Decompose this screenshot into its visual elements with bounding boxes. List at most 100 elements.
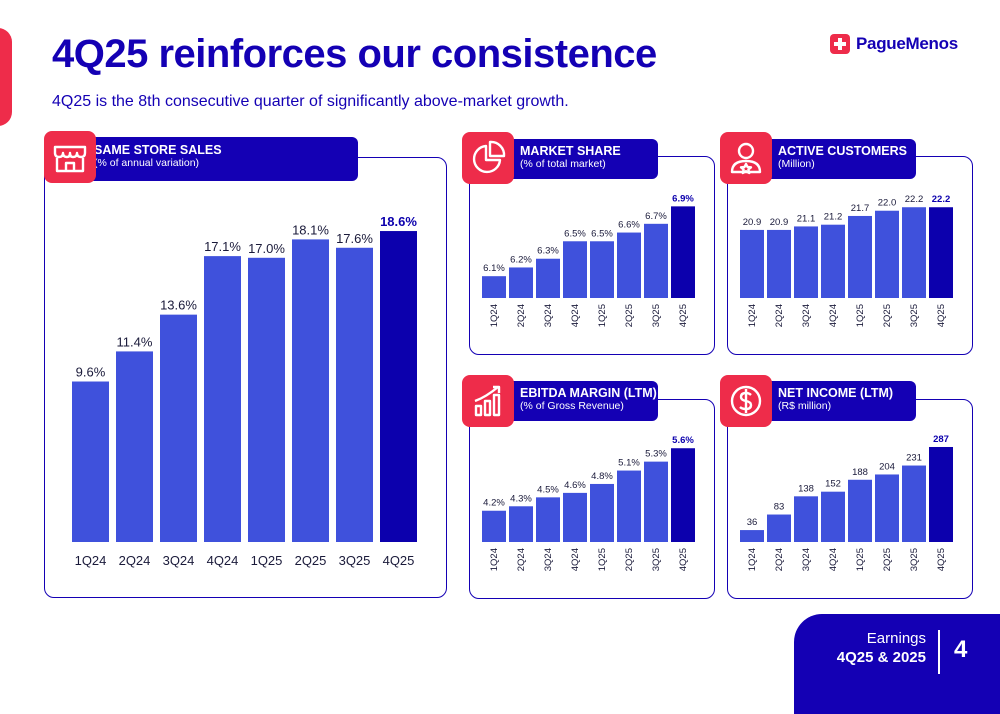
panel-subtitle: (% of total market) <box>520 158 606 170</box>
category-label: 3Q24 <box>163 553 195 568</box>
panel-subtitle: (% of annual variation) <box>94 157 200 169</box>
value-label: 4.2% <box>483 498 505 509</box>
bar-4q25 <box>671 206 695 298</box>
value-label: 83 <box>774 502 785 513</box>
category-label: 4Q24 <box>828 304 839 327</box>
bar-1q24 <box>482 276 506 298</box>
bar-2q25 <box>875 474 899 542</box>
left-accent-tab <box>0 28 12 126</box>
bar-2q25 <box>617 470 641 542</box>
bar-3q24 <box>536 258 560 298</box>
value-label: 6.2% <box>510 254 532 265</box>
value-label: 204 <box>879 461 895 472</box>
cross-logo-icon <box>830 34 850 54</box>
value-label: 6.1% <box>483 263 505 274</box>
bar-3q25 <box>902 465 926 542</box>
value-label: 20.9 <box>770 217 789 228</box>
value-label: 5.3% <box>645 449 667 460</box>
category-label: 4Q25 <box>936 304 947 327</box>
category-label: 1Q25 <box>855 304 866 327</box>
chart-net-income: 36 1Q24 83 2Q24 138 3Q24 152 4Q24 188 1Q25 204 2Q25… <box>740 434 953 571</box>
value-label: 6.5% <box>591 228 613 239</box>
chart-market-share: 6.1% 1Q24 6.2% 2Q24 6.3% 3Q24 6.5% 4Q24 6.5% 1Q25… <box>482 193 695 327</box>
category-label: 2Q25 <box>624 304 635 327</box>
category-label: 4Q25 <box>383 553 415 568</box>
category-label: 1Q25 <box>597 304 608 327</box>
bar-1q25 <box>848 479 872 542</box>
value-label: 21.1 <box>797 213 816 224</box>
bar-1q25 <box>848 215 872 298</box>
value-label: 6.7% <box>645 211 667 222</box>
bar-4q25 <box>380 231 417 543</box>
value-label: 17.6% <box>336 231 373 246</box>
bar-1q24 <box>740 229 764 298</box>
panel-header-active-customers: ACTIVE CUSTOMERS (Million) <box>764 139 916 179</box>
value-label: 231 <box>906 453 922 464</box>
category-label: 4Q24 <box>207 553 239 568</box>
category-label: 3Q25 <box>339 553 371 568</box>
value-label: 17.0% <box>248 241 285 256</box>
value-label: 4.6% <box>564 480 586 491</box>
brand-logo: PagueMenos <box>830 34 958 54</box>
value-label: 287 <box>933 434 949 445</box>
chart-same-store-sales: 9.6% 1Q24 11.4% 2Q24 13.6% 3Q24 17.1% 4Q24 17.0%… <box>72 214 417 568</box>
bar-1q24 <box>482 510 506 542</box>
chart-ebitda-margin: 4.2% 1Q24 4.3% 2Q24 4.5% 3Q24 4.6% 4Q24 4.8% 1Q25… <box>482 435 695 571</box>
category-label: 2Q24 <box>516 304 527 327</box>
bar-3q25 <box>644 461 668 542</box>
category-label: 4Q25 <box>936 548 947 571</box>
value-label: 4.3% <box>510 493 532 504</box>
category-label: 2Q25 <box>882 548 893 571</box>
category-label: 1Q25 <box>855 548 866 571</box>
value-label: 22.2 <box>905 194 924 205</box>
category-label: 1Q25 <box>597 548 608 571</box>
value-label: 22.2 <box>932 194 951 205</box>
bar-1q25 <box>248 257 285 542</box>
footer-divider <box>938 630 940 674</box>
growth-chart-icon <box>462 375 514 427</box>
value-label: 6.6% <box>618 220 640 231</box>
category-label: 3Q24 <box>801 304 812 327</box>
value-label: 4.8% <box>591 471 613 482</box>
category-label: 2Q25 <box>295 553 327 568</box>
category-label: 2Q24 <box>119 553 151 568</box>
value-label: 5.6% <box>672 435 694 446</box>
bar-4q24 <box>563 241 587 298</box>
bar-1q24 <box>72 381 109 542</box>
bar-1q25 <box>590 241 614 298</box>
category-label: 2Q25 <box>882 304 893 327</box>
value-label: 21.2 <box>824 212 843 223</box>
value-label: 152 <box>825 479 841 490</box>
bar-2q25 <box>617 232 641 298</box>
value-label: 4.5% <box>537 484 559 495</box>
value-label: 9.6% <box>76 365 106 380</box>
category-label: 3Q24 <box>543 548 554 571</box>
bar-2q24 <box>509 267 533 298</box>
value-label: 20.9 <box>743 217 762 228</box>
panel-header-market-share: MARKET SHARE (% of total market) <box>506 139 658 179</box>
footer-earnings-label: Earnings 4Q25 & 2025 <box>818 630 926 666</box>
value-label: 5.1% <box>618 458 640 469</box>
panel-title: NET INCOME (LTM) <box>778 386 894 400</box>
category-label: 3Q25 <box>651 304 662 327</box>
page-subtitle: 4Q25 is the 8th consecutive quarter of s… <box>52 93 569 110</box>
bar-2q24 <box>767 514 791 542</box>
value-label: 36 <box>747 517 758 528</box>
panel-subtitle: (Million) <box>778 158 815 170</box>
category-label: 1Q24 <box>489 304 500 327</box>
category-label: 1Q24 <box>747 304 758 327</box>
panel-title: SAME STORE SALES <box>94 143 222 157</box>
store-icon <box>44 131 96 183</box>
panel-title: ACTIVE CUSTOMERS <box>778 144 907 158</box>
category-label: 4Q25 <box>678 304 689 327</box>
value-label: 6.5% <box>564 228 586 239</box>
value-label: 6.3% <box>537 246 559 257</box>
bar-3q25 <box>336 247 373 542</box>
bar-4q24 <box>204 256 241 542</box>
category-label: 2Q24 <box>774 548 785 571</box>
bar-4q25 <box>929 446 953 542</box>
chart-active-customers: 20.9 1Q24 20.9 2Q24 21.1 3Q24 21.2 4Q24 21.7 1Q25… <box>740 194 953 327</box>
panel-subtitle: (R$ million) <box>778 400 832 412</box>
bar-4q25 <box>929 207 953 298</box>
category-label: 1Q24 <box>75 553 107 568</box>
